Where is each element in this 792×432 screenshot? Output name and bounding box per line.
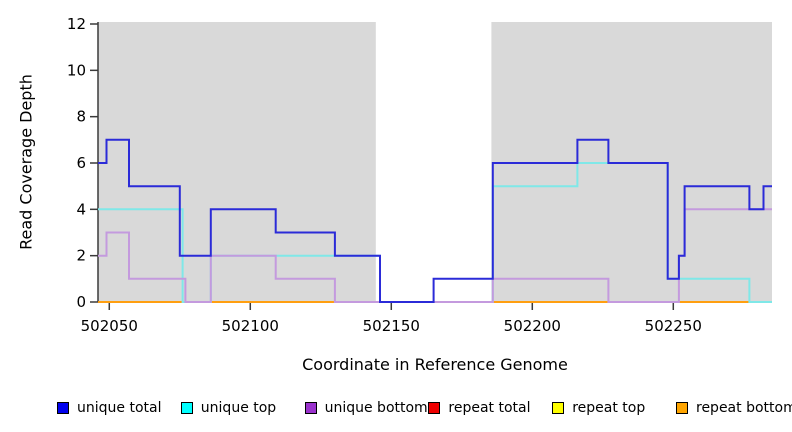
x-tick-label: 502250 — [645, 317, 702, 335]
legend-swatch-icon — [552, 402, 565, 414]
legend-swatch-icon — [428, 402, 441, 414]
x-tick-label: 502200 — [504, 317, 561, 335]
y-axis-title: Read Coverage Depth — [16, 74, 36, 250]
series-line-unique-total — [98, 138, 772, 303]
legend-label: unique top — [200, 400, 277, 416]
x-tick-label: 502050 — [81, 317, 138, 335]
legend-label: repeat total — [448, 400, 531, 416]
y-tick-label: 4 — [76, 200, 86, 218]
legend-label: unique total — [77, 400, 162, 416]
x-axis-title: Coordinate in Reference Genome — [302, 355, 568, 374]
legend: unique total unique top unique bottom repea… — [0, 397, 792, 423]
x-tick-label: 502100 — [222, 317, 279, 335]
legend-item-repeat-total: repeat total — [428, 397, 530, 419]
legend-label: unique bottom — [324, 400, 428, 416]
legend-label: repeat bottom — [696, 400, 792, 416]
legend-label: repeat top — [572, 400, 646, 416]
legend-swatch-icon — [304, 402, 317, 414]
coverage-chart: 0 2 4 6 8 10 12 502050 502100 502150 502200 502250 — [67, 15, 772, 335]
unmasked-region — [375, 22, 492, 302]
y-tick-label: 6 — [76, 154, 86, 172]
legend-swatch-icon — [180, 402, 193, 414]
legend-item-unique-total: unique total — [57, 397, 161, 419]
legend-swatch-icon — [676, 402, 688, 414]
legend-item-unique-top: unique top — [180, 397, 277, 419]
y-tick-label: 2 — [76, 247, 86, 265]
x-tick-label: 502150 — [363, 317, 420, 335]
y-tick-label: 12 — [67, 15, 86, 33]
y-tick-label: 10 — [67, 61, 86, 79]
legend-item-repeat-bottom: repeat bottom — [676, 397, 792, 419]
y-tick-label: 0 — [76, 293, 86, 311]
legend-item-unique-bottom: unique bottom — [304, 397, 428, 419]
legend-swatch-icon — [57, 402, 69, 414]
y-tick-label: 8 — [76, 108, 86, 126]
legend-item-repeat-top: repeat top — [552, 397, 645, 419]
